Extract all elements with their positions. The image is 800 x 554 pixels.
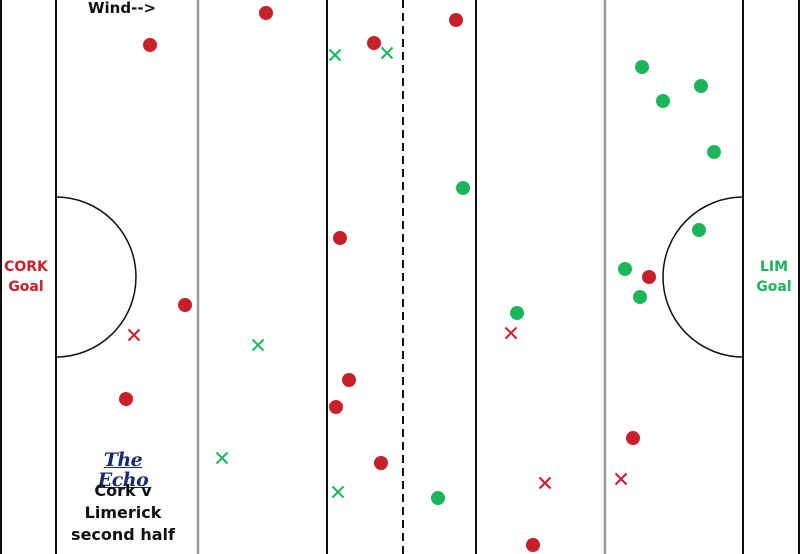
limerick-wide-cross (328, 48, 342, 62)
limerick-score-dot (510, 306, 524, 320)
caption-line-2: Limerick (84, 503, 162, 522)
cork-score-dot (367, 36, 381, 50)
shot-markers (119, 6, 721, 552)
cork-score-dot (259, 6, 273, 20)
limerick-goal-word: Goal (756, 279, 792, 295)
match-caption: Cork v Limerick second half (62, 480, 184, 546)
right-goal-arc (662, 196, 744, 358)
wind-direction-label: Wind--> (88, 0, 157, 17)
cork-goal-word: Goal (8, 279, 44, 295)
limerick-wide-cross (251, 338, 265, 352)
cork-score-dot (333, 231, 347, 245)
cork-score-dot (526, 538, 540, 552)
limerick-score-dot (694, 79, 708, 93)
cork-score-dot (626, 431, 640, 445)
cork-score-dot (329, 400, 343, 414)
limerick-score-dot (456, 181, 470, 195)
caption-line-3: second half (71, 525, 175, 544)
cork-goal-label: CORK Goal (0, 257, 52, 297)
limerick-goal-label: LIM Goal (748, 257, 800, 297)
cork-wide-cross (504, 326, 518, 340)
limerick-team-name: LIM (759, 259, 789, 275)
caption-line-1: Cork v (94, 481, 152, 500)
cork-team-name: CORK (4, 259, 48, 275)
cork-score-dot (342, 373, 356, 387)
limerick-score-dot (692, 223, 706, 237)
cork-score-dot (178, 298, 192, 312)
the-echo-logo: The Echo (97, 449, 149, 491)
limerick-wide-cross (215, 451, 229, 465)
limerick-score-dot (707, 145, 721, 159)
cork-score-dot (143, 38, 157, 52)
cork-score-dot (449, 13, 463, 27)
limerick-score-dot (656, 94, 670, 108)
cork-wide-cross (614, 472, 628, 486)
limerick-score-dot (633, 290, 647, 304)
limerick-score-dot (618, 262, 632, 276)
left-goal-arc (55, 196, 137, 358)
cork-score-dot (374, 456, 388, 470)
cork-wide-cross (127, 328, 141, 342)
limerick-wide-cross (331, 485, 345, 499)
limerick-score-dot (431, 491, 445, 505)
limerick-score-dot (635, 60, 649, 74)
limerick-wide-cross (380, 46, 394, 60)
cork-wide-cross (538, 476, 552, 490)
cork-score-dot (642, 270, 656, 284)
cork-score-dot (119, 392, 133, 406)
